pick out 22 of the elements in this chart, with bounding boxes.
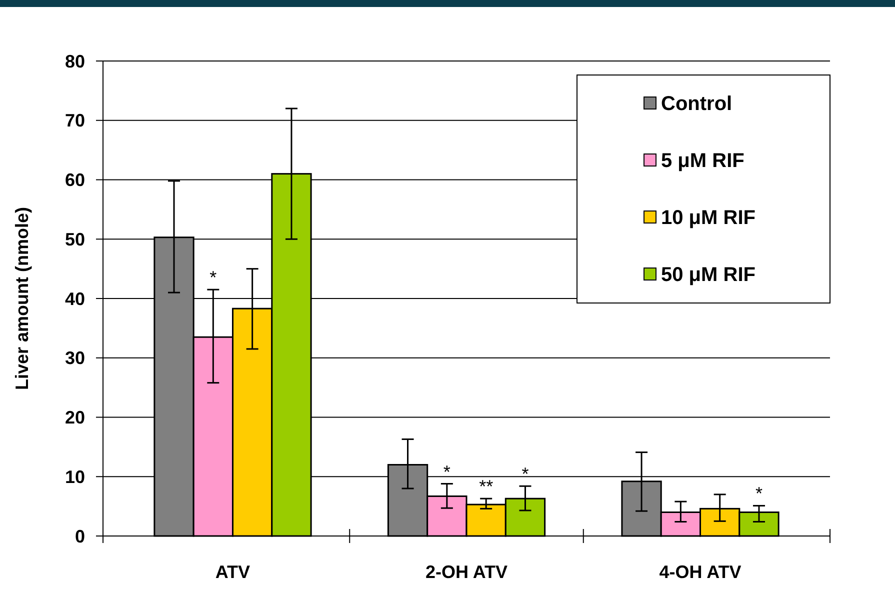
y-tick-label: 70	[64, 110, 85, 131]
legend-label: 10 μM RIF	[661, 207, 756, 229]
data-label: *	[755, 484, 763, 504]
y-tick-label: 50	[64, 229, 85, 250]
legend-label: 5 μM RIF	[661, 150, 744, 172]
y-tick-label: 20	[64, 408, 85, 428]
data-label: *	[210, 268, 217, 288]
data-label: *	[443, 462, 450, 482]
y-tick-label: 10	[64, 466, 85, 487]
y-tick-label: 80	[64, 51, 85, 72]
y-tick-label: 30	[64, 348, 85, 368]
x-tick-label: ATV	[215, 562, 250, 582]
y-tick-label: 0	[74, 526, 85, 546]
legend-label: 50 μM RIF	[661, 264, 756, 286]
data-label: *	[522, 464, 529, 484]
x-tick-label: 4-OH ATV	[659, 562, 742, 582]
x-tick-label: 2-OH ATV	[425, 562, 508, 582]
y-tick-label: 60	[64, 170, 85, 190]
legend-label: Control	[661, 93, 732, 115]
data-label: **	[479, 476, 494, 497]
y-axis-title: Liver amount (nmole)	[12, 206, 32, 390]
y-tick-label: 40	[64, 288, 85, 309]
